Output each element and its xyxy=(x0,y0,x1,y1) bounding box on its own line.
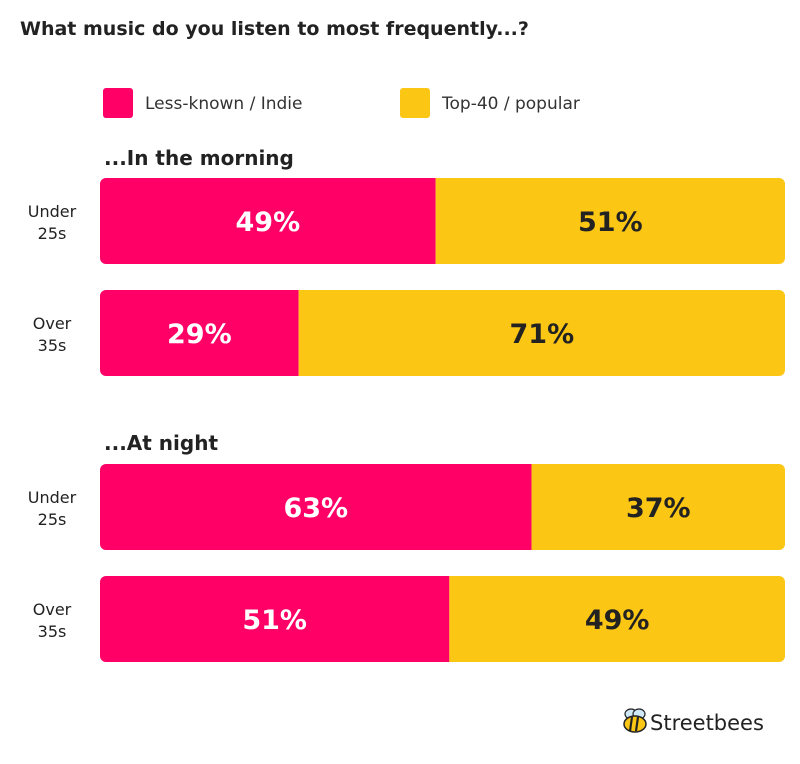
bar-segment-indie xyxy=(100,290,299,376)
legend-swatch-popular xyxy=(400,88,430,118)
group-title: ...At night xyxy=(104,431,218,455)
row-label-line: 35s xyxy=(38,622,67,641)
legend-label-popular: Top-40 / popular xyxy=(441,94,580,114)
bar-segment-popular xyxy=(298,290,785,376)
bar-row xyxy=(100,576,785,662)
row-label: Under 25s xyxy=(28,488,77,529)
bar-segment-popular xyxy=(435,178,785,264)
brand-name: Streetbees xyxy=(650,711,764,735)
row-label-line: Under xyxy=(28,202,77,221)
bar-row xyxy=(100,178,785,264)
row-label-line: Over xyxy=(33,314,72,333)
row-label-line: Over xyxy=(33,600,72,619)
row-label: Under 25s xyxy=(28,202,77,243)
group-title: ...In the morning xyxy=(104,146,294,170)
bar-segment-popular xyxy=(449,576,785,662)
legend: Less-known / Indie Top-40 / popular xyxy=(103,88,580,118)
data-label: 51% xyxy=(578,207,643,238)
legend-item-indie: Less-known / Indie xyxy=(103,88,302,118)
bar-segment-indie xyxy=(100,178,436,264)
data-label: 49% xyxy=(236,207,301,238)
bars-layer: ...In the morning 49% 51% Under 25s 29% 71% Ove… xyxy=(28,146,785,662)
row-label-line: Under xyxy=(28,488,77,507)
row-label-line: 25s xyxy=(38,224,67,243)
data-label: 37% xyxy=(626,493,691,524)
legend-swatch-indie xyxy=(103,88,133,118)
bee-icon xyxy=(623,708,647,733)
legend-item-popular: Top-40 / popular xyxy=(400,88,580,118)
bar-row xyxy=(100,464,785,550)
row-label-line: 35s xyxy=(38,336,67,355)
data-label: 63% xyxy=(283,493,348,524)
bar-segment-popular xyxy=(531,464,785,550)
bar-segment-indie xyxy=(100,576,450,662)
bar-row xyxy=(100,290,785,376)
bar-segment-indie xyxy=(100,464,532,550)
data-label: 29% xyxy=(167,319,232,350)
legend-label-indie: Less-known / Indie xyxy=(145,94,302,114)
data-label: 71% xyxy=(510,319,575,350)
data-label: 51% xyxy=(242,605,307,636)
row-label: Over 35s xyxy=(33,600,72,641)
row-label-line: 25s xyxy=(38,510,67,529)
chart-title: What music do you listen to most frequen… xyxy=(20,18,529,40)
data-label: 49% xyxy=(585,605,650,636)
brand-logo: Streetbees xyxy=(623,708,764,735)
row-label: Over 35s xyxy=(33,314,72,355)
